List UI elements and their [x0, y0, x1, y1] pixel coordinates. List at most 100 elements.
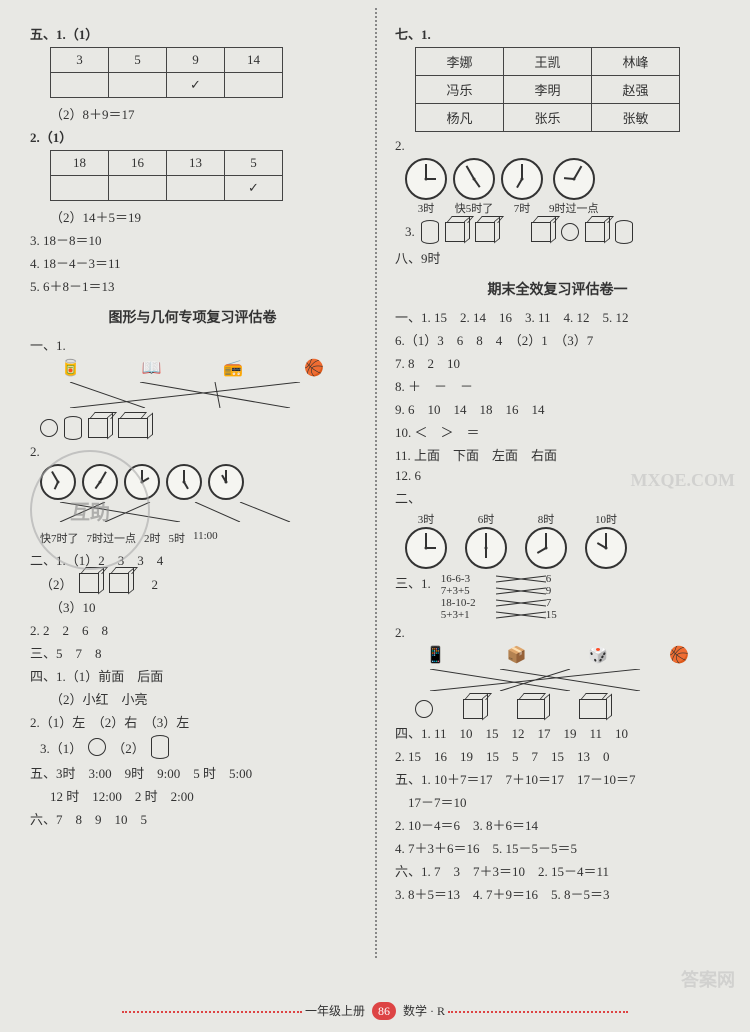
clock-icon	[166, 464, 202, 500]
line: 4. 7＋3＋6＝16 5. 15－5－5＝5	[395, 838, 720, 857]
left-column: 五、1.（1） 3 5 9 14 ✓ （2）8＋9＝17 2.（1） 18 16…	[30, 20, 365, 980]
cell	[109, 176, 167, 201]
line: 6.（1）3 6 8 4 （2）1 （3）7	[395, 330, 720, 349]
sec-2-2: （2） 2	[40, 573, 355, 593]
clock-label: 6时	[478, 511, 495, 527]
line: 六、1. 7 3 7＋3＝10 2. 15－4＝11	[395, 861, 720, 880]
stamp-icon: 互助	[30, 450, 150, 570]
watermark: MXQE.COM	[631, 470, 735, 491]
ans: 7	[546, 597, 552, 609]
cube-icon	[531, 222, 551, 242]
cube-icon	[475, 222, 495, 242]
table-row: ✓	[51, 176, 283, 201]
toy-row-top: 🥫 📖 📻 🏀	[30, 358, 355, 378]
toy-row-2: 📱 📦 🎲 🏀	[395, 645, 720, 665]
cell	[225, 73, 283, 98]
sec-7-2: 2.	[395, 138, 720, 154]
cylinder-icon	[615, 220, 633, 244]
sphere-icon	[415, 700, 433, 718]
toy-icon: 🏀	[669, 645, 689, 665]
cell-check: ✓	[167, 73, 225, 98]
line: 4. 18－4－3＝11	[30, 253, 355, 272]
sec-5-2-head: 2.（1）	[30, 127, 355, 146]
clock-icon	[405, 158, 447, 200]
line: 一、1. 15 2. 14 16 3. 11 4. 12 5. 12	[395, 307, 720, 326]
geom-title: 图形与几何专项复习评估卷	[30, 307, 355, 327]
table-7-1: 李娜 王凯 林峰 冯乐 李明 赵强 杨凡 张乐 张敏	[415, 47, 680, 132]
clock-label: 11:00	[193, 530, 218, 542]
clock-icon	[553, 158, 595, 200]
page-number: 86	[372, 1002, 396, 1020]
clock-label: 7时	[514, 200, 531, 216]
line: 2. 2 2 6 8	[30, 620, 355, 639]
toy-icon: 📦	[507, 645, 527, 665]
line: 四、1.（1）前面 后面	[30, 666, 355, 685]
cube-icon	[79, 573, 99, 593]
clock-icon	[501, 158, 543, 200]
sec-4-3: 3.（1） （2）	[40, 735, 355, 759]
clock-label: 3时	[418, 511, 435, 527]
line: 三、5 7 8	[30, 643, 355, 662]
cell: 张敏	[592, 104, 680, 132]
table-row: 李娜 王凯 林峰	[416, 48, 680, 76]
table-row: 杨凡 张乐 张敏	[416, 104, 680, 132]
toy-icon: 📖	[142, 358, 162, 378]
line: 12 时 12:00 2 时 2:00	[50, 786, 355, 805]
clock-label: 5时	[169, 530, 186, 546]
ans: 9	[546, 585, 552, 597]
cell: 5	[109, 48, 167, 73]
shape-row-bottom	[40, 416, 355, 440]
page-footer: 一年级上册 86 数学 · R	[0, 1002, 750, 1020]
sec-5-head: 五、1.（1）	[30, 24, 355, 43]
right-column: 七、1. 李娜 王凯 林峰 冯乐 李明 赵强 杨凡 张乐 张敏 2. 3时 快5时…	[385, 20, 720, 980]
clock-icon	[585, 527, 627, 569]
label: 2	[139, 574, 159, 593]
cell: 冯乐	[416, 76, 504, 104]
column-divider	[375, 8, 377, 958]
clock-label: 10时	[595, 511, 617, 527]
sec-7-3: 3.	[405, 220, 720, 244]
line: 五、3时 3:00 9时 9:00 5 时 5:00	[30, 763, 355, 782]
line: 3. 18－8＝10	[30, 230, 355, 249]
cell-check: ✓	[225, 176, 283, 201]
clock-icon	[525, 527, 567, 569]
clock-label: 3时	[418, 200, 435, 216]
eq: 5+3+1	[441, 609, 496, 621]
stamp-text: 互助	[70, 496, 110, 525]
footer-dots-icon	[448, 1011, 628, 1013]
line: 3. 8＋5＝13 4. 7＋9＝16 5. 8－5＝3	[395, 884, 720, 903]
line: 五、1. 10＋7＝17 7＋10＝17 17－10＝7	[395, 769, 720, 788]
cell: 李明	[504, 76, 592, 104]
match-lines-icon	[40, 382, 340, 408]
sec-8: 八、9时	[395, 248, 720, 267]
cell	[167, 176, 225, 201]
line: 2. 15 16 19 15 5 7 15 13 0	[395, 746, 720, 765]
line: 11. 上面 下面 左面 右面	[395, 445, 720, 464]
line: 四、1. 11 10 15 12 17 19 11 10	[395, 723, 720, 742]
cell: 林峰	[592, 48, 680, 76]
eq: 18-10-2	[441, 597, 496, 609]
clock-row-s2: 3时 6时 8时 10时	[405, 511, 720, 569]
cell: 王凯	[504, 48, 592, 76]
toy-icon: 🥫	[61, 358, 81, 378]
footer-subject: 数学 · R	[403, 1004, 445, 1018]
cell: 18	[51, 151, 109, 176]
cell: 杨凡	[416, 104, 504, 132]
cross-icon	[496, 610, 546, 620]
clock-icon	[465, 527, 507, 569]
final-title: 期末全效复习评估卷一	[395, 279, 720, 299]
clock-label: 快5时了	[455, 200, 494, 216]
cell: 14	[225, 48, 283, 73]
cell: 3	[51, 48, 109, 73]
cube-icon	[445, 222, 465, 242]
line: 六、7 8 9 10 5	[30, 809, 355, 828]
watermark: 答案网	[681, 966, 735, 992]
clock-label: 8时	[538, 511, 555, 527]
clock-item: 10时	[585, 511, 627, 569]
cell	[109, 73, 167, 98]
sec-7-head: 七、1.	[395, 24, 720, 43]
sec-3-h: 三、1. 16-6-36 7+3+59 18-10-27 5+3+115	[395, 573, 720, 621]
line: 10. ＜ ＞ ＝	[395, 422, 720, 441]
sphere-icon	[88, 738, 106, 756]
cube-icon	[463, 699, 483, 719]
